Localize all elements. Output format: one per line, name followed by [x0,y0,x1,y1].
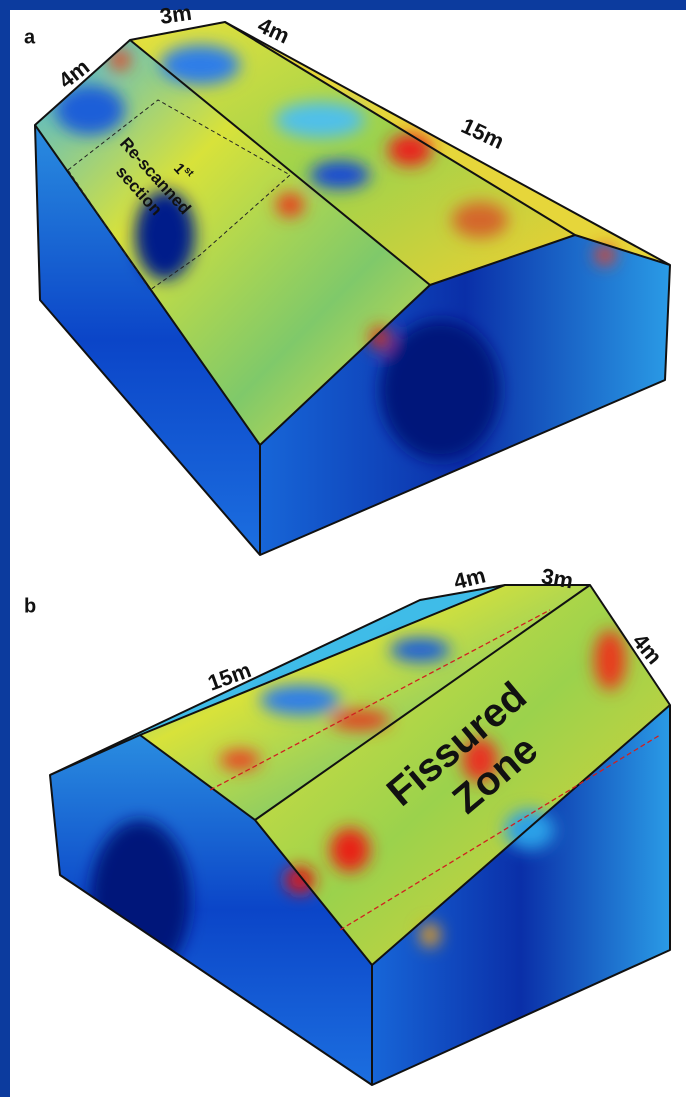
block-edge [505,810,555,850]
block-edge [160,45,240,85]
block-edge [390,638,450,662]
block-edge [310,161,370,189]
block-edge [275,102,365,138]
block-edge [452,202,508,238]
block-edge [330,828,370,872]
block-edge [594,630,626,690]
block-edge [330,710,390,730]
block-edge [380,320,500,460]
block-edge [276,193,304,217]
block-edge [420,923,440,947]
block-edge [388,134,432,166]
panel-label: b [24,595,36,617]
block-edge [595,245,615,265]
dimension-label: 3m [158,0,193,29]
figure: a 4m 3m 4m 15m 1st [0,0,686,1097]
block-edge [260,685,340,715]
panel-label: a [24,26,36,48]
